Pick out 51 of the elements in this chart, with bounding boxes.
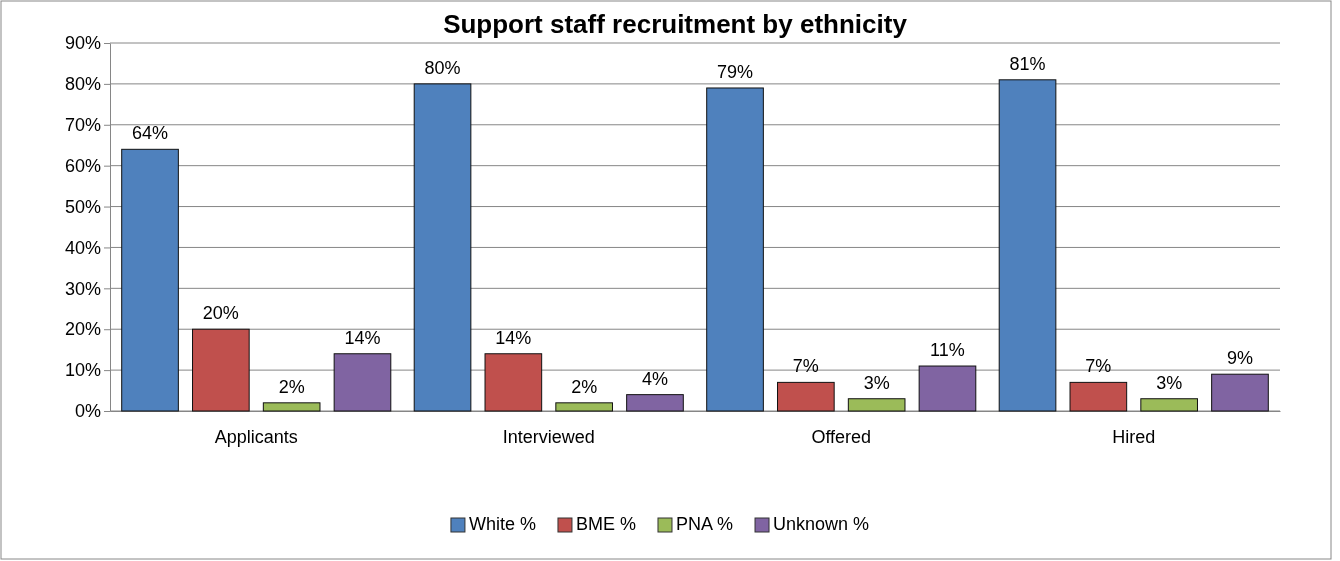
y-tick-label: 0% <box>74 401 101 422</box>
y-tick-label: 90% <box>64 33 101 54</box>
y-tick-label: 10% <box>64 360 101 381</box>
bar <box>1069 381 1128 412</box>
y-tick-label: 70% <box>64 115 101 136</box>
data-label: 20% <box>202 303 239 324</box>
legend-label: PNA % <box>675 514 734 534</box>
y-tick-label: 50% <box>64 196 101 217</box>
data-label: 9% <box>1226 348 1253 369</box>
data-label: 64% <box>132 123 169 144</box>
data-label: 79% <box>717 61 754 82</box>
bar <box>192 328 250 412</box>
legend-label: Unknown % <box>773 514 870 534</box>
data-label: 14% <box>495 327 532 348</box>
data-label: 2% <box>571 376 598 397</box>
y-tick-label: 20% <box>64 319 101 340</box>
x-tick-label: Applicants <box>214 426 298 447</box>
legend-label: White % <box>468 514 536 534</box>
x-tick-label: Interviewed <box>502 426 595 447</box>
bar <box>333 353 392 412</box>
bar <box>847 398 906 412</box>
data-label: 3% <box>863 372 890 393</box>
x-tick-label: Hired <box>1112 426 1156 447</box>
data-label: 7% <box>792 356 819 377</box>
bar <box>413 83 472 412</box>
y-tick-label: 30% <box>64 278 101 299</box>
bar <box>626 394 684 412</box>
data-label: 7% <box>1085 356 1112 377</box>
bar <box>918 365 977 412</box>
y-tick-label: 60% <box>64 155 101 176</box>
data-label: 2% <box>278 376 305 397</box>
bar <box>706 87 764 412</box>
bar <box>262 402 321 412</box>
data-label: 81% <box>1009 53 1046 74</box>
x-tick-label: Offered <box>811 426 872 447</box>
bar <box>484 353 543 412</box>
data-label: 14% <box>344 327 381 348</box>
data-label: 80% <box>424 57 461 78</box>
data-label: 11% <box>930 340 965 361</box>
legend-label: BME % <box>575 514 636 534</box>
bar <box>1140 398 1198 412</box>
y-tick-label: 80% <box>64 74 101 95</box>
bar <box>998 79 1057 412</box>
y-tick-label: 40% <box>64 237 101 258</box>
data-label: 3% <box>1156 372 1183 393</box>
bar <box>555 402 613 412</box>
bar <box>1211 373 1269 412</box>
bar <box>121 148 179 412</box>
data-label: 4% <box>641 368 668 389</box>
bar <box>777 381 835 412</box>
chart-title: Support staff recruitment by ethnicity <box>443 9 908 39</box>
